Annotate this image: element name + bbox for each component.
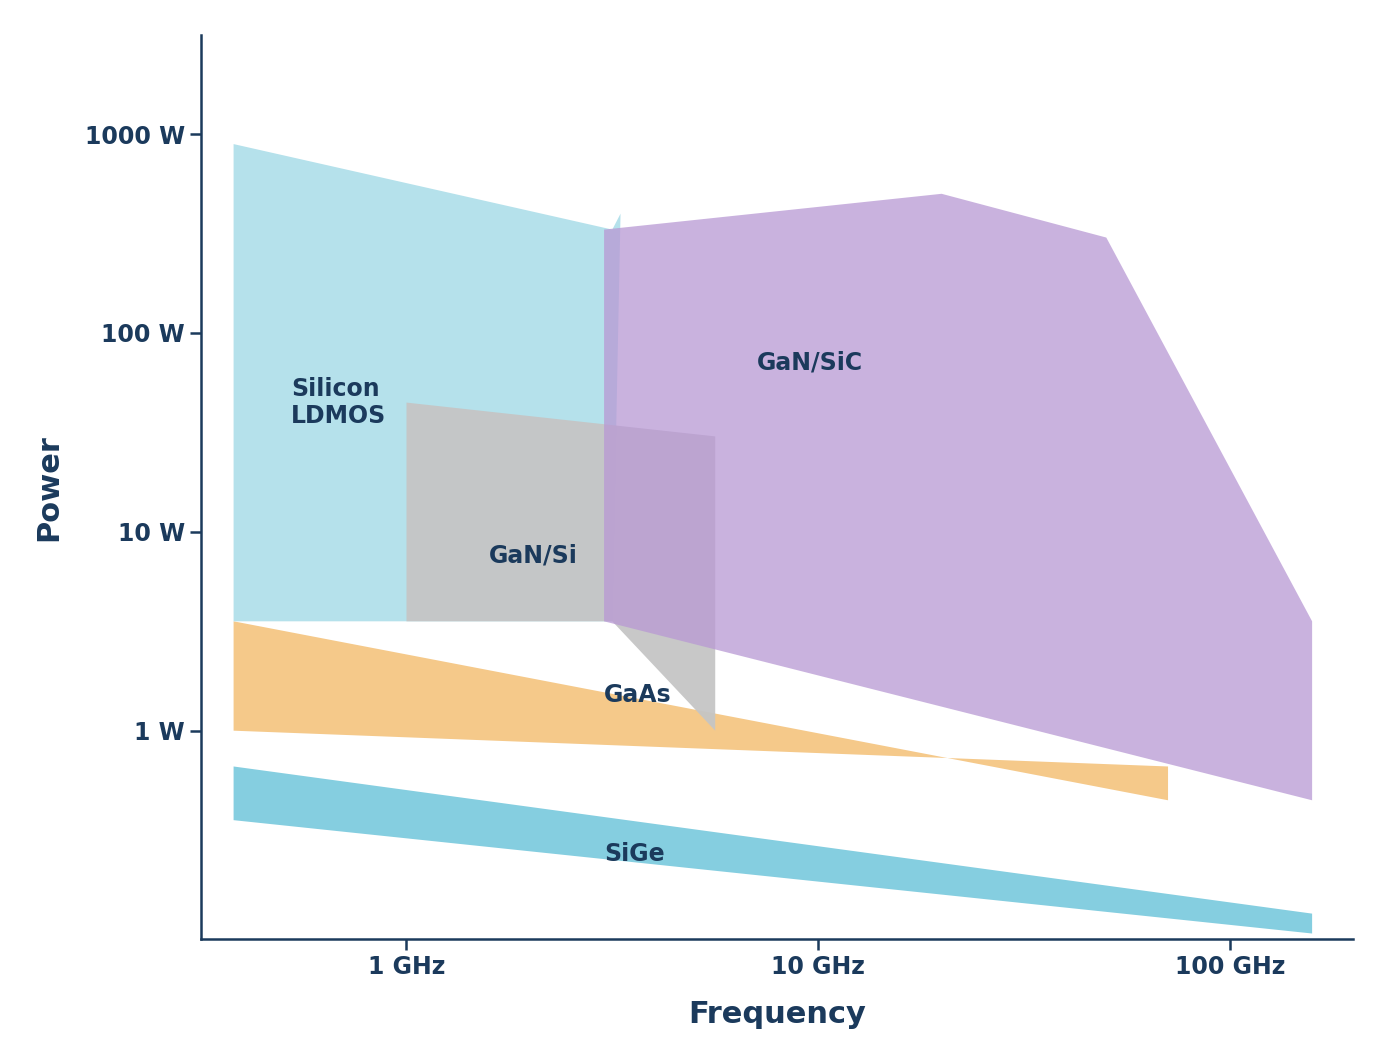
Y-axis label: Power: Power <box>35 434 64 541</box>
Polygon shape <box>407 402 715 731</box>
Text: GaN/SiC: GaN/SiC <box>756 351 862 375</box>
Text: Silicon
LDMOS: Silicon LDMOS <box>291 377 386 429</box>
Polygon shape <box>604 194 1312 800</box>
Polygon shape <box>233 144 620 621</box>
Polygon shape <box>233 766 1312 933</box>
Text: SiGe: SiGe <box>604 842 665 866</box>
Text: GaN/Si: GaN/Si <box>489 544 577 568</box>
Text: GaAs: GaAs <box>604 683 672 706</box>
Polygon shape <box>233 621 1169 800</box>
X-axis label: Frequency: Frequency <box>688 1000 866 1029</box>
